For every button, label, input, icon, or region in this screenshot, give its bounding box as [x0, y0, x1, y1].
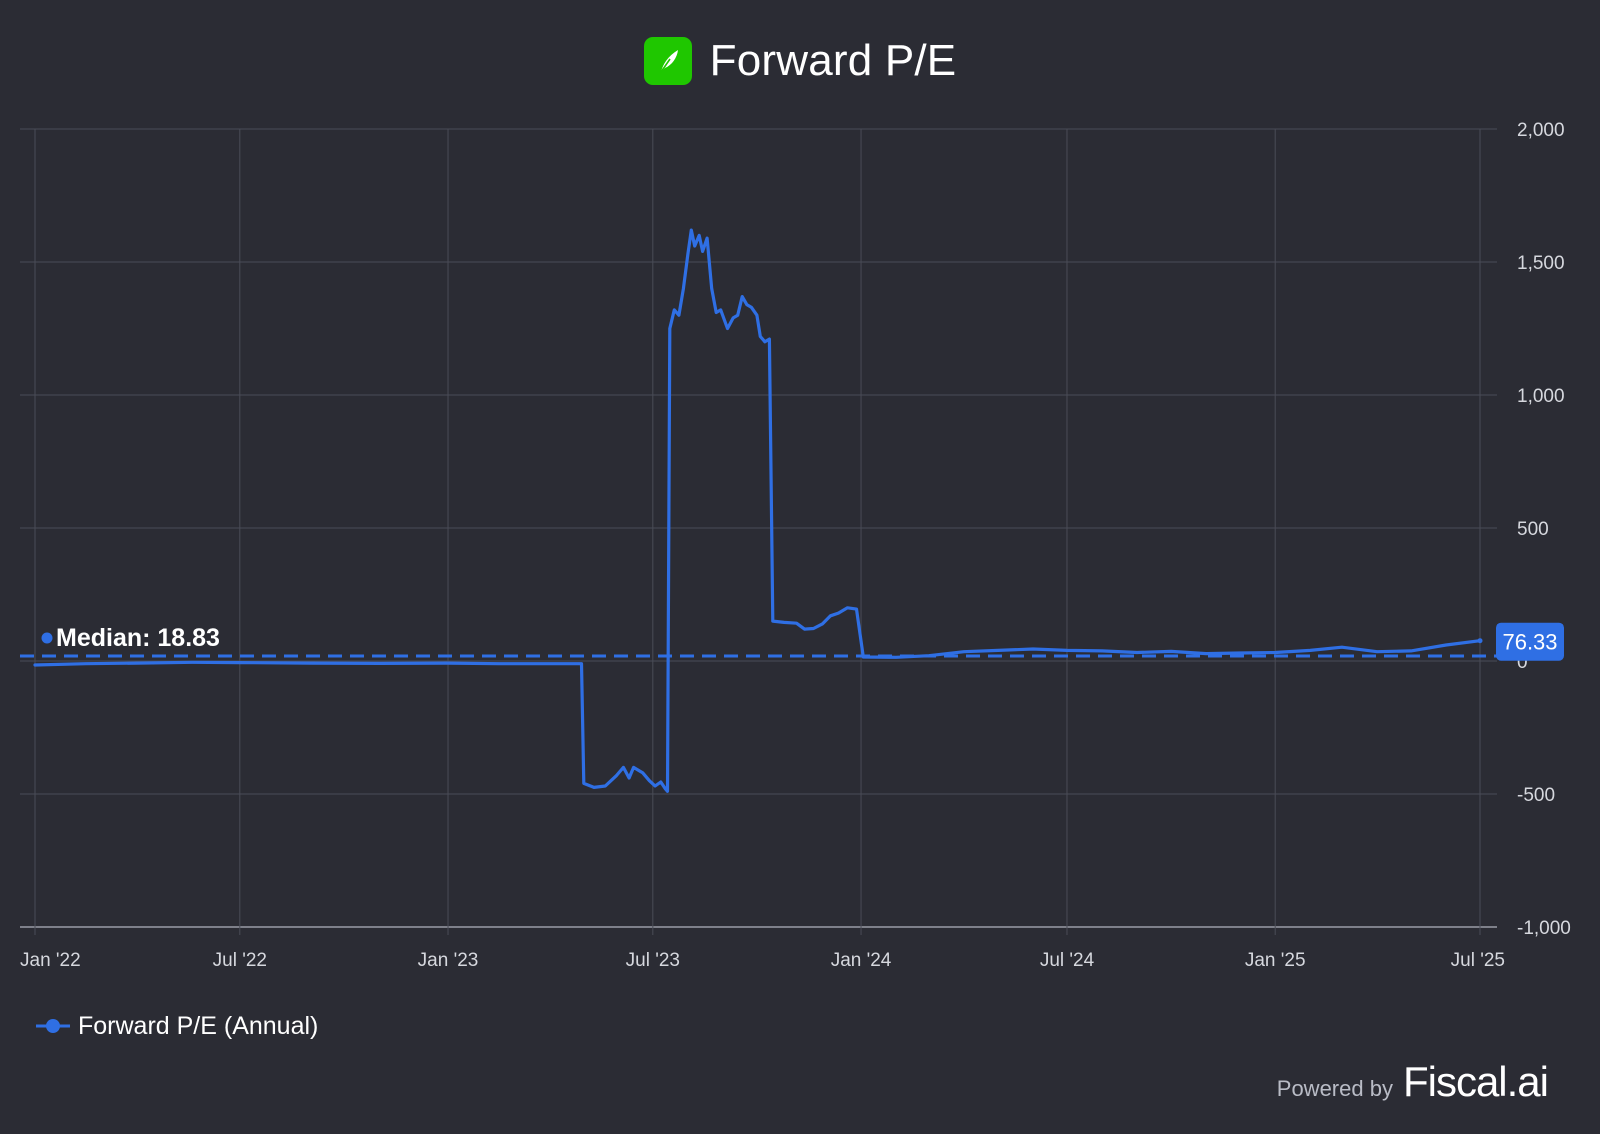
chart-header: Forward P/E [0, 30, 1600, 92]
last-value-badge [1496, 622, 1564, 661]
x-tick-label: Jan '25 [1245, 950, 1306, 971]
chart-title: Forward P/E [709, 36, 957, 85]
x-tick-label: Jul '25 [1451, 950, 1505, 971]
last-value-label: 76.33 [1502, 630, 1557, 655]
powered-by-label: Powered by [1276, 1076, 1393, 1101]
powered-by[interactable]: Powered by Fiscal.ai [1276, 1058, 1549, 1106]
x-tick-label: Jul '23 [626, 950, 680, 971]
y-tick-label: -500 [1517, 785, 1555, 806]
y-tick-label: 1,500 [1517, 253, 1565, 274]
y-tick-label: 0 [1517, 652, 1528, 673]
x-tick-label: Jan '23 [418, 950, 479, 971]
series-layer [33, 228, 1483, 793]
grid-layer [20, 128, 1497, 935]
y-tick-label: -1,000 [1517, 918, 1571, 939]
series-end-point [1477, 638, 1483, 644]
median-layer: Median: 18.83 [20, 624, 1497, 658]
median-marker [41, 632, 53, 644]
x-tick-label: Jul '22 [213, 950, 267, 971]
x-tick-label: Jan '22 [20, 950, 81, 971]
feather-logo-icon [643, 37, 692, 85]
series-line-forward-pe [33, 228, 1482, 793]
y-tick-label: 500 [1517, 519, 1549, 540]
x-tick-label: Jul '24 [1040, 950, 1095, 971]
y-tick-label: 2,000 [1517, 120, 1565, 141]
brand-logo-text: Fiscal.ai [1402, 1058, 1549, 1105]
legend-item-forward-pe[interactable]: Forward P/E (Annual) [36, 1008, 318, 1044]
x-tick-label: Jan '24 [831, 950, 892, 971]
axis-layer: -1,000 -500 0 500 1,000 1,500 2,000 Jan '22 Jul … [20, 120, 1571, 971]
legend-label: Forward P/E (Annual) [78, 1011, 319, 1040]
y-tick-label: 1,000 [1517, 386, 1565, 407]
median-label: Median: 18.83 [56, 624, 220, 652]
legend-series-marker [36, 1019, 70, 1033]
label-layer: 76.33 [1496, 622, 1564, 661]
